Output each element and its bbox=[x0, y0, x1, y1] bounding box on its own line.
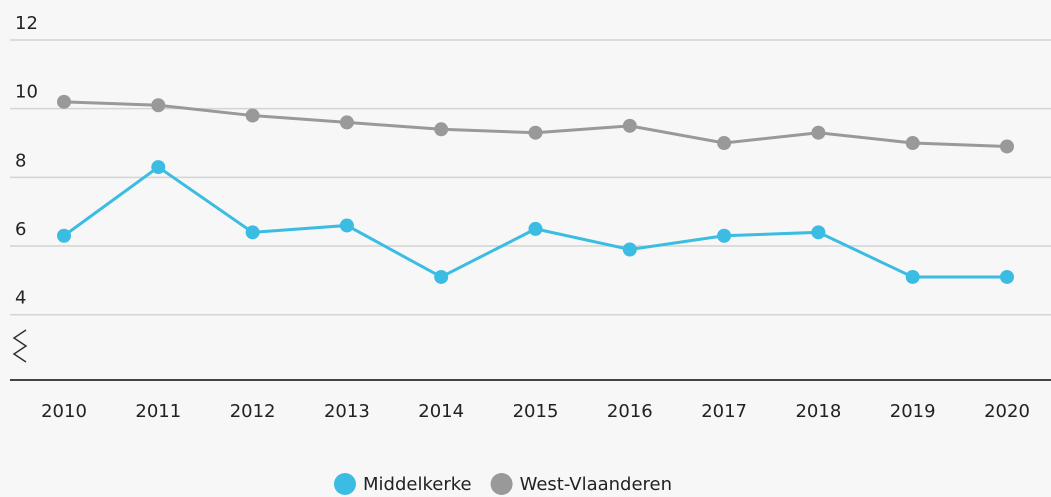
x-tick-label: 2012 bbox=[230, 401, 276, 422]
data-point bbox=[622, 118, 637, 133]
x-tick-label: 2010 bbox=[41, 401, 87, 422]
data-point bbox=[434, 122, 449, 137]
data-point bbox=[57, 94, 71, 109]
x-tick-label: 2013 bbox=[324, 401, 370, 422]
data-point bbox=[717, 228, 732, 243]
y-tick-label: 8 bbox=[15, 150, 26, 171]
x-tick-label: 2018 bbox=[795, 401, 841, 422]
data-point bbox=[245, 108, 260, 123]
data-point bbox=[811, 125, 826, 140]
legend-label: Middelkerke bbox=[363, 474, 472, 495]
data-point bbox=[528, 125, 543, 140]
y-tick-label: 10 bbox=[15, 82, 38, 103]
data-point bbox=[905, 136, 920, 151]
data-point bbox=[1000, 139, 1014, 154]
y-tick-label: 4 bbox=[15, 288, 26, 309]
x-tick-label: 2014 bbox=[418, 401, 464, 422]
data-point bbox=[905, 269, 920, 284]
data-point bbox=[1000, 269, 1014, 284]
data-point bbox=[717, 136, 732, 151]
data-point bbox=[528, 221, 543, 236]
x-tick-label: 2011 bbox=[135, 401, 181, 422]
data-point bbox=[151, 98, 166, 113]
data-point bbox=[434, 269, 449, 284]
x-tick-label: 2015 bbox=[513, 401, 559, 422]
data-point bbox=[339, 218, 354, 233]
axis-break bbox=[12, 329, 28, 363]
y-tick-label: 6 bbox=[15, 219, 26, 240]
data-point bbox=[339, 115, 354, 130]
data-point bbox=[57, 228, 71, 243]
legend-marker bbox=[490, 473, 513, 495]
data-point bbox=[245, 225, 260, 240]
y-tick-label: 12 bbox=[15, 13, 38, 34]
x-tick-label: 2019 bbox=[890, 401, 936, 422]
data-point bbox=[151, 160, 166, 175]
data-point bbox=[811, 225, 826, 240]
x-tick-label: 2020 bbox=[984, 401, 1030, 422]
legend-marker bbox=[334, 473, 356, 495]
legend-label: West-Vlaanderen bbox=[520, 474, 672, 495]
data-point bbox=[622, 242, 637, 257]
x-tick-label: 2016 bbox=[607, 401, 653, 422]
x-tick-label: 2017 bbox=[701, 401, 747, 422]
